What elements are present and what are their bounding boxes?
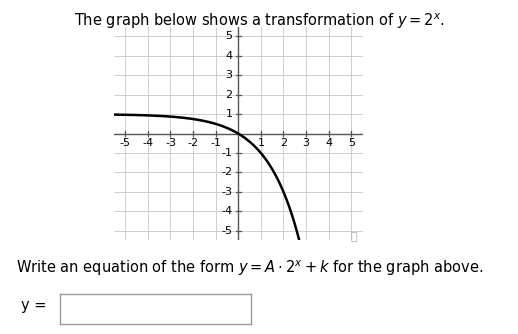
Text: -3: -3	[222, 187, 233, 197]
Text: y =: y =	[21, 298, 46, 313]
Text: 🔍: 🔍	[350, 231, 357, 241]
Text: The graph below shows a transformation of $y = 2^x$.: The graph below shows a transformation o…	[74, 12, 444, 31]
Text: Write an equation of the form $y = A \cdot 2^x + k$ for the graph above.: Write an equation of the form $y = A \cd…	[16, 259, 483, 279]
Text: 4: 4	[325, 139, 332, 148]
Text: 4: 4	[225, 51, 233, 61]
Text: -5: -5	[120, 139, 131, 148]
Text: 5: 5	[348, 139, 355, 148]
Text: 1: 1	[257, 139, 264, 148]
Text: -1: -1	[222, 148, 233, 158]
Text: -4: -4	[222, 206, 233, 216]
Text: 3: 3	[226, 70, 233, 80]
Text: -5: -5	[222, 226, 233, 236]
Text: -2: -2	[188, 139, 198, 148]
Text: 1: 1	[226, 109, 233, 119]
Text: -2: -2	[222, 167, 233, 177]
Text: 2: 2	[225, 90, 233, 100]
Text: 5: 5	[226, 31, 233, 41]
Text: 3: 3	[303, 139, 310, 148]
Text: -3: -3	[165, 139, 176, 148]
Text: 2: 2	[280, 139, 287, 148]
Text: -4: -4	[142, 139, 153, 148]
Text: -1: -1	[210, 139, 221, 148]
